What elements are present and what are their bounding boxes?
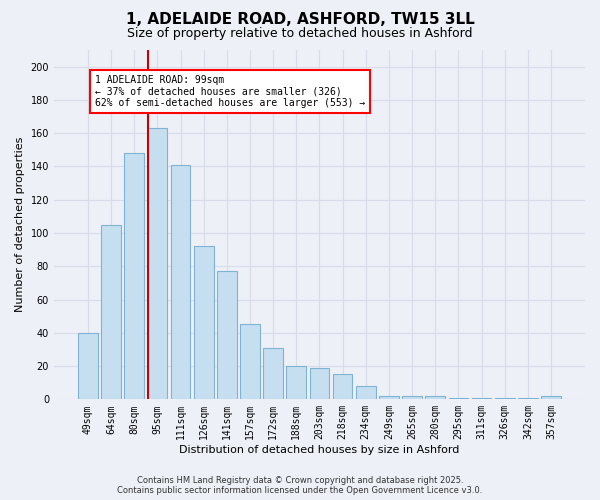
Bar: [124, 153, 144, 400]
Y-axis label: Number of detached properties: Number of detached properties: [15, 137, 25, 312]
Bar: [356, 386, 376, 400]
Bar: [78, 333, 98, 400]
Bar: [101, 224, 121, 400]
Text: Contains HM Land Registry data © Crown copyright and database right 2025.
Contai: Contains HM Land Registry data © Crown c…: [118, 476, 482, 495]
Text: 1 ADELAIDE ROAD: 99sqm
← 37% of detached houses are smaller (326)
62% of semi-de: 1 ADELAIDE ROAD: 99sqm ← 37% of detached…: [95, 75, 365, 108]
Bar: [286, 366, 306, 400]
Bar: [541, 396, 561, 400]
Bar: [170, 165, 190, 400]
Bar: [495, 398, 515, 400]
Bar: [263, 348, 283, 400]
Bar: [379, 396, 399, 400]
Bar: [425, 396, 445, 400]
Text: 1, ADELAIDE ROAD, ASHFORD, TW15 3LL: 1, ADELAIDE ROAD, ASHFORD, TW15 3LL: [125, 12, 475, 28]
Bar: [518, 398, 538, 400]
Bar: [194, 246, 214, 400]
Bar: [240, 324, 260, 400]
Bar: [217, 271, 236, 400]
Bar: [148, 128, 167, 400]
Bar: [333, 374, 352, 400]
Bar: [472, 398, 491, 400]
Bar: [449, 398, 468, 400]
Bar: [310, 368, 329, 400]
Text: Size of property relative to detached houses in Ashford: Size of property relative to detached ho…: [127, 28, 473, 40]
Bar: [402, 396, 422, 400]
X-axis label: Distribution of detached houses by size in Ashford: Distribution of detached houses by size …: [179, 445, 460, 455]
